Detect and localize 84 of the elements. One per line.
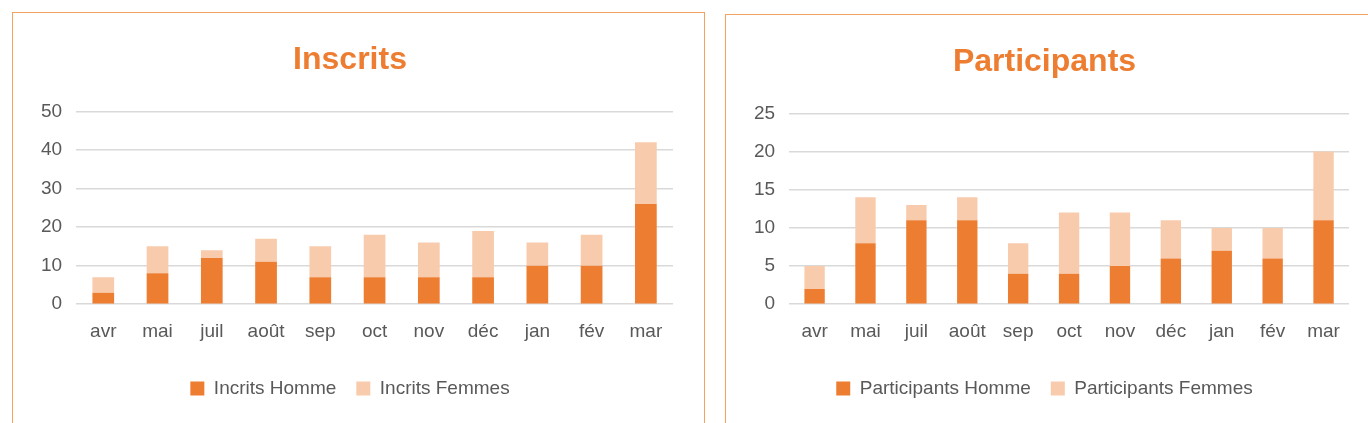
bar	[526, 242, 549, 266]
x-tick-label: nov	[413, 319, 445, 341]
x-tick-label: fév	[578, 319, 605, 341]
x-tick-label: sep	[304, 319, 336, 341]
x-tick-label: fév	[1259, 319, 1286, 341]
bar	[309, 277, 332, 304]
bar	[906, 220, 927, 304]
y-tick-label: 0	[51, 292, 63, 314]
bar	[855, 197, 876, 244]
bar	[146, 246, 169, 274]
x-tick-label: oct	[361, 319, 388, 341]
bar	[957, 197, 978, 221]
bar	[1313, 151, 1334, 221]
bar	[417, 242, 440, 278]
bar	[580, 234, 603, 266]
y-tick-label: 50	[40, 99, 63, 121]
chart-title: Participants	[952, 42, 1137, 79]
bar	[855, 243, 876, 304]
x-tick-label: juil	[199, 319, 224, 341]
bar	[804, 288, 825, 304]
bar	[1211, 250, 1232, 304]
legend-label: Incrits Homme	[213, 376, 337, 398]
bar	[363, 234, 386, 278]
x-tick-label: avr	[90, 319, 118, 341]
x-tick-label: mai	[142, 319, 173, 341]
x-tick-label: juil	[903, 319, 928, 341]
bar	[1058, 273, 1080, 304]
bar	[526, 265, 549, 304]
bar	[255, 238, 277, 262]
bar	[1007, 273, 1029, 304]
legend-label: Participants Homme	[859, 376, 1031, 398]
x-tick-label: août	[247, 319, 286, 341]
x-tick-label: nov	[1104, 319, 1136, 341]
chart-title: Inscrits	[293, 40, 407, 77]
bar	[363, 277, 386, 304]
x-tick-label: déc	[1155, 319, 1187, 341]
bar	[804, 266, 825, 289]
y-tick-label: 15	[753, 177, 776, 199]
bar	[255, 261, 277, 304]
bar	[1211, 227, 1232, 251]
y-tick-label: 10	[40, 253, 63, 275]
y-tick-label: 40	[40, 138, 63, 160]
bar	[906, 204, 927, 221]
bar	[1007, 243, 1029, 274]
bar	[146, 273, 169, 304]
bar	[1109, 266, 1131, 304]
bar	[200, 250, 223, 258]
bar	[92, 292, 115, 304]
bar	[1109, 212, 1131, 267]
bar	[1262, 258, 1283, 304]
y-tick-label: 20	[40, 215, 63, 237]
bar	[1160, 220, 1182, 259]
bar	[472, 277, 494, 304]
bar	[1313, 220, 1334, 304]
legend-label: Participants Femmes	[1074, 376, 1253, 398]
y-tick-label: 5	[764, 254, 776, 276]
y-tick-label: 25	[753, 101, 776, 123]
bar	[200, 257, 223, 304]
x-tick-label: mar	[629, 319, 663, 341]
y-tick-label: 10	[753, 216, 776, 238]
x-tick-label: jan	[1208, 319, 1235, 341]
bar	[92, 277, 115, 293]
x-tick-label: août	[948, 319, 987, 341]
bar	[417, 277, 440, 304]
bar	[309, 246, 332, 278]
bar	[635, 203, 657, 304]
y-tick-label: 20	[753, 139, 776, 161]
x-tick-label: avr	[801, 319, 829, 341]
x-tick-label: oct	[1056, 319, 1083, 341]
bar	[580, 265, 603, 304]
y-tick-label: 0	[764, 292, 776, 314]
x-tick-label: mai	[850, 319, 881, 341]
x-tick-label: mar	[1307, 319, 1341, 341]
bar	[635, 142, 657, 204]
bar	[1262, 227, 1283, 259]
bar	[1160, 258, 1182, 304]
bar	[1058, 212, 1080, 274]
legend-label: Incrits Femmes	[379, 376, 510, 398]
x-tick-label: sep	[1002, 319, 1034, 341]
x-tick-label: jan	[523, 319, 551, 341]
bar	[472, 230, 494, 278]
bar	[957, 220, 978, 304]
x-tick-label: déc	[467, 319, 499, 341]
y-tick-label: 30	[40, 176, 63, 198]
